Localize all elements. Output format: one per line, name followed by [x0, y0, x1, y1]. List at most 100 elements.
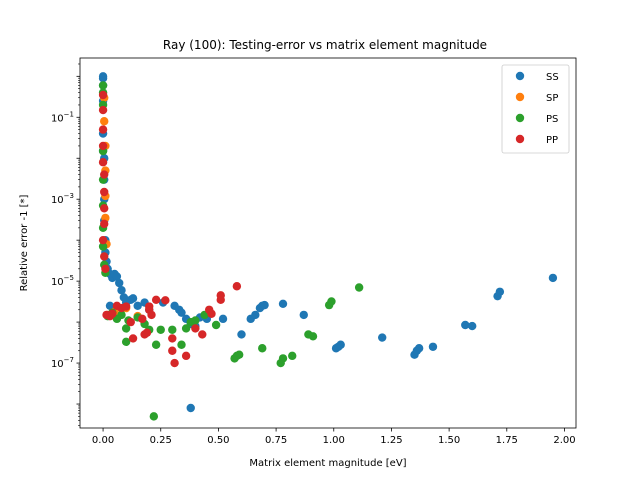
data-point-sp	[100, 117, 109, 126]
data-point-ss	[548, 273, 558, 283]
x-tick-label: 1.50	[438, 435, 460, 446]
data-point-ss	[334, 342, 343, 351]
data-point-ss	[278, 299, 288, 308]
data-point-ps	[211, 320, 221, 330]
legend-marker-ss	[515, 71, 525, 81]
legend-label-pp: PP	[546, 135, 558, 146]
data-point-pp	[151, 295, 161, 305]
data-point-ps	[278, 354, 288, 363]
legend-marker-pp	[515, 134, 525, 144]
data-point-ss	[467, 321, 477, 331]
x-tick-label: 1.25	[380, 435, 402, 446]
data-point-ps	[258, 344, 267, 353]
data-point-ps	[181, 324, 191, 333]
data-point-pp	[98, 125, 108, 134]
y-axis-ticks: 10−7 10−5 10−3 10−1	[51, 63, 80, 426]
data-point-ss	[299, 310, 308, 320]
data-point-ps	[117, 310, 126, 320]
data-point-ss	[461, 320, 470, 330]
data-point-ss	[128, 294, 138, 303]
data-point-pp	[198, 330, 207, 339]
data-point-ps	[177, 340, 186, 349]
data-point-pp	[191, 324, 200, 333]
data-point-pp	[216, 291, 225, 300]
data-point-pp	[98, 158, 108, 167]
data-point-ps	[288, 351, 297, 361]
data-point-pp	[98, 235, 108, 245]
y-tick-label: 10−5	[51, 274, 74, 288]
y-tick-label: 10−1	[51, 110, 74, 124]
x-tick-label: 2.00	[553, 435, 575, 446]
data-point-ss	[428, 342, 438, 351]
data-point-ps	[121, 337, 131, 347]
data-point-pp	[207, 309, 216, 318]
chart-title: Ray (100): Testing-error vs matrix eleme…	[163, 38, 487, 52]
data-point-pp	[145, 302, 154, 311]
legend: SS SP PS PP	[501, 64, 570, 154]
data-point-ps	[234, 350, 244, 359]
x-tick-label: 1.00	[323, 435, 345, 446]
x-tick-label: 0.75	[265, 435, 287, 446]
data-point-ps	[191, 316, 200, 325]
data-point-ss	[495, 287, 505, 296]
x-tick-label: 0.25	[150, 435, 172, 446]
data-point-pp	[98, 105, 108, 115]
y-axis-label: Relative error -1 [*]	[19, 194, 30, 291]
data-point-pp	[100, 187, 109, 197]
data-point-ps	[156, 325, 165, 334]
data-point-ss	[112, 272, 122, 281]
data-point-pp	[100, 219, 109, 229]
data-point-ps	[327, 297, 336, 306]
legend-label-sp: SP	[546, 93, 558, 104]
x-tick-label: 0.00	[92, 435, 114, 446]
data-points	[98, 72, 558, 421]
data-point-ps	[98, 81, 108, 90]
data-point-pp	[126, 317, 135, 327]
legend-box	[501, 64, 570, 154]
data-point-pp	[161, 296, 170, 305]
data-point-ps	[98, 242, 108, 251]
series-pp	[98, 90, 242, 368]
x-axis-ticks: 0.00 0.25 0.50 0.75 1.00 1.25 1.50 1.75 2.00	[92, 428, 576, 446]
data-point-ps	[121, 324, 131, 333]
data-point-pp	[168, 346, 177, 355]
data-point-ps	[168, 325, 177, 334]
data-point-pp	[170, 358, 179, 368]
data-point-ss	[115, 278, 124, 288]
data-point-ps	[151, 340, 161, 349]
data-point-ss	[117, 286, 126, 295]
data-point-ss	[186, 403, 195, 413]
data-point-pp	[108, 309, 117, 318]
data-point-ss	[133, 301, 142, 310]
data-point-pp	[128, 334, 138, 343]
data-point-ss	[260, 300, 269, 310]
data-point-ps	[354, 283, 364, 292]
y-tick-label: 10−7	[51, 356, 74, 370]
legend-marker-ps	[515, 113, 525, 123]
data-point-pp	[100, 170, 109, 179]
data-point-pp	[98, 90, 108, 100]
legend-label-ps: PS	[546, 114, 558, 125]
x-axis-label: Matrix element magnitude [eV]	[249, 458, 406, 469]
data-point-pp	[147, 310, 156, 320]
data-point-pp	[138, 314, 147, 324]
x-tick-label: 1.75	[496, 435, 518, 446]
data-point-pp	[232, 282, 242, 291]
data-point-ss	[378, 333, 387, 342]
data-point-pp	[100, 252, 109, 261]
data-point-pp	[168, 334, 177, 343]
data-point-pp	[121, 302, 131, 311]
data-point-pp	[98, 141, 108, 151]
data-point-pp	[142, 328, 152, 337]
data-point-ss	[251, 310, 260, 320]
legend-marker-sp	[515, 92, 525, 102]
data-point-pp	[181, 351, 191, 361]
data-point-ss	[177, 308, 186, 317]
data-point-ps	[308, 332, 318, 341]
data-point-ps	[149, 412, 159, 421]
y-tick-label: 10−3	[51, 192, 74, 206]
data-point-pp	[100, 204, 109, 213]
legend-label-ss: SS	[546, 72, 559, 83]
data-point-pp	[101, 264, 110, 274]
